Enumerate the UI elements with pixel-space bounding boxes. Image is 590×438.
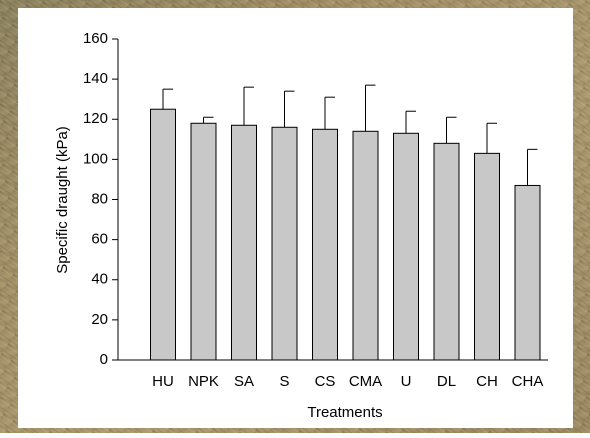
error-bar (365, 84, 376, 132)
x-tick-label: S (279, 373, 289, 390)
y-tick-label: 120 (83, 110, 108, 127)
y-tick-label: 40 (91, 271, 108, 288)
bar (433, 142, 460, 361)
x-tick-label: DL (437, 373, 456, 390)
y-tick-label: 0 (100, 351, 108, 368)
y-tick-label: 20 (91, 311, 108, 328)
y-tick-label: 80 (91, 190, 108, 207)
error-bar (284, 90, 295, 128)
bar (312, 128, 338, 361)
error-bar (324, 96, 335, 130)
bar (231, 124, 257, 361)
y-axis-label: Specific draught (kPa) (54, 126, 71, 274)
x-tick-label: CMA (349, 373, 382, 390)
x-tick-label: U (401, 373, 412, 390)
x-tick-label: CH (476, 373, 498, 390)
x-tick-label: CHA (512, 373, 544, 390)
x-tick-label: HU (152, 373, 174, 390)
error-bar (243, 86, 254, 126)
x-tick-label: NPK (188, 373, 219, 390)
bar (474, 152, 500, 361)
error-bar (527, 148, 538, 186)
bar (271, 126, 298, 361)
bar (352, 130, 379, 361)
error-bar (203, 116, 214, 124)
x-tick-label: SA (234, 373, 254, 390)
bar (150, 108, 176, 361)
y-tick-label: 60 (91, 231, 108, 248)
bar (514, 184, 541, 361)
error-bar (446, 116, 457, 144)
y-tick-label: 100 (83, 150, 108, 167)
x-axis-label: Treatments (307, 404, 382, 421)
bar (393, 132, 419, 361)
bar (190, 122, 217, 361)
error-bar (486, 122, 497, 154)
error-bar (162, 88, 173, 110)
x-tick-label: CS (315, 373, 336, 390)
y-tick-label: 140 (83, 70, 108, 87)
error-bar (405, 110, 416, 134)
y-tick-label: 160 (83, 30, 108, 47)
